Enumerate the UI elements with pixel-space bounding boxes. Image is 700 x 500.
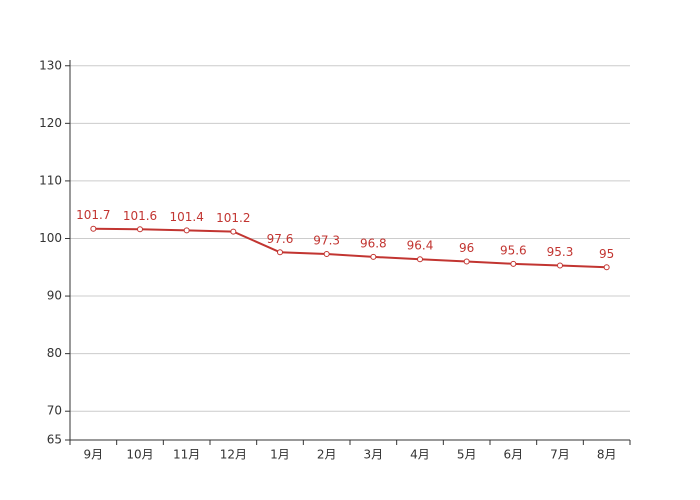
data-label: 101.2 <box>216 211 250 225</box>
data-label: 95.3 <box>547 245 574 259</box>
x-tick-label: 4月 <box>410 448 430 462</box>
point <box>90 225 97 232</box>
x-tick-label: 7月 <box>550 448 570 462</box>
x-tick-label: 5月 <box>457 448 477 462</box>
data-label: 96 <box>459 241 474 255</box>
point <box>463 258 470 265</box>
point <box>557 262 563 269</box>
point <box>137 226 143 233</box>
x-tick-label: 8月 <box>597 448 617 462</box>
data-label: 101.7 <box>76 208 110 222</box>
x-tick-label: 1月 <box>270 448 290 462</box>
data-label: 95 <box>599 247 614 261</box>
point <box>277 249 283 256</box>
data-label: 96.4 <box>407 239 434 253</box>
y-tick-label: 130 <box>39 58 62 72</box>
y-tick-label: 80 <box>47 346 62 360</box>
data-label: 101.6 <box>123 209 157 223</box>
point <box>370 253 377 260</box>
y-tick-label: 65 <box>47 433 62 447</box>
y-tick-label: 110 <box>39 173 62 187</box>
line <box>93 227 607 269</box>
data-label: 96.8 <box>360 236 387 250</box>
point <box>603 264 610 271</box>
point <box>510 260 517 267</box>
x-tick-label: 3月 <box>364 448 384 462</box>
data-label: 101.4 <box>169 210 203 224</box>
x-tick-label: 9月 <box>84 448 104 462</box>
y-tick-label: 100 <box>39 231 62 245</box>
data-label: 95.6 <box>500 243 527 257</box>
point <box>417 256 423 263</box>
x-tick-label: 12月 <box>220 448 247 462</box>
x-tick-label: 11月 <box>173 448 200 462</box>
point <box>230 228 237 235</box>
x-tick-label: 2月 <box>317 448 337 462</box>
point <box>183 227 190 234</box>
y-tick-label: 70 <box>47 404 62 418</box>
data-label: 97.3 <box>313 234 340 248</box>
point <box>323 251 330 258</box>
y-tick-label: 120 <box>39 116 62 130</box>
x-tick-label: 10月 <box>126 448 153 462</box>
data-label: 97.6 <box>267 232 294 246</box>
y-tick-label: 90 <box>47 289 62 303</box>
x-tick-label: 6月 <box>504 448 524 462</box>
